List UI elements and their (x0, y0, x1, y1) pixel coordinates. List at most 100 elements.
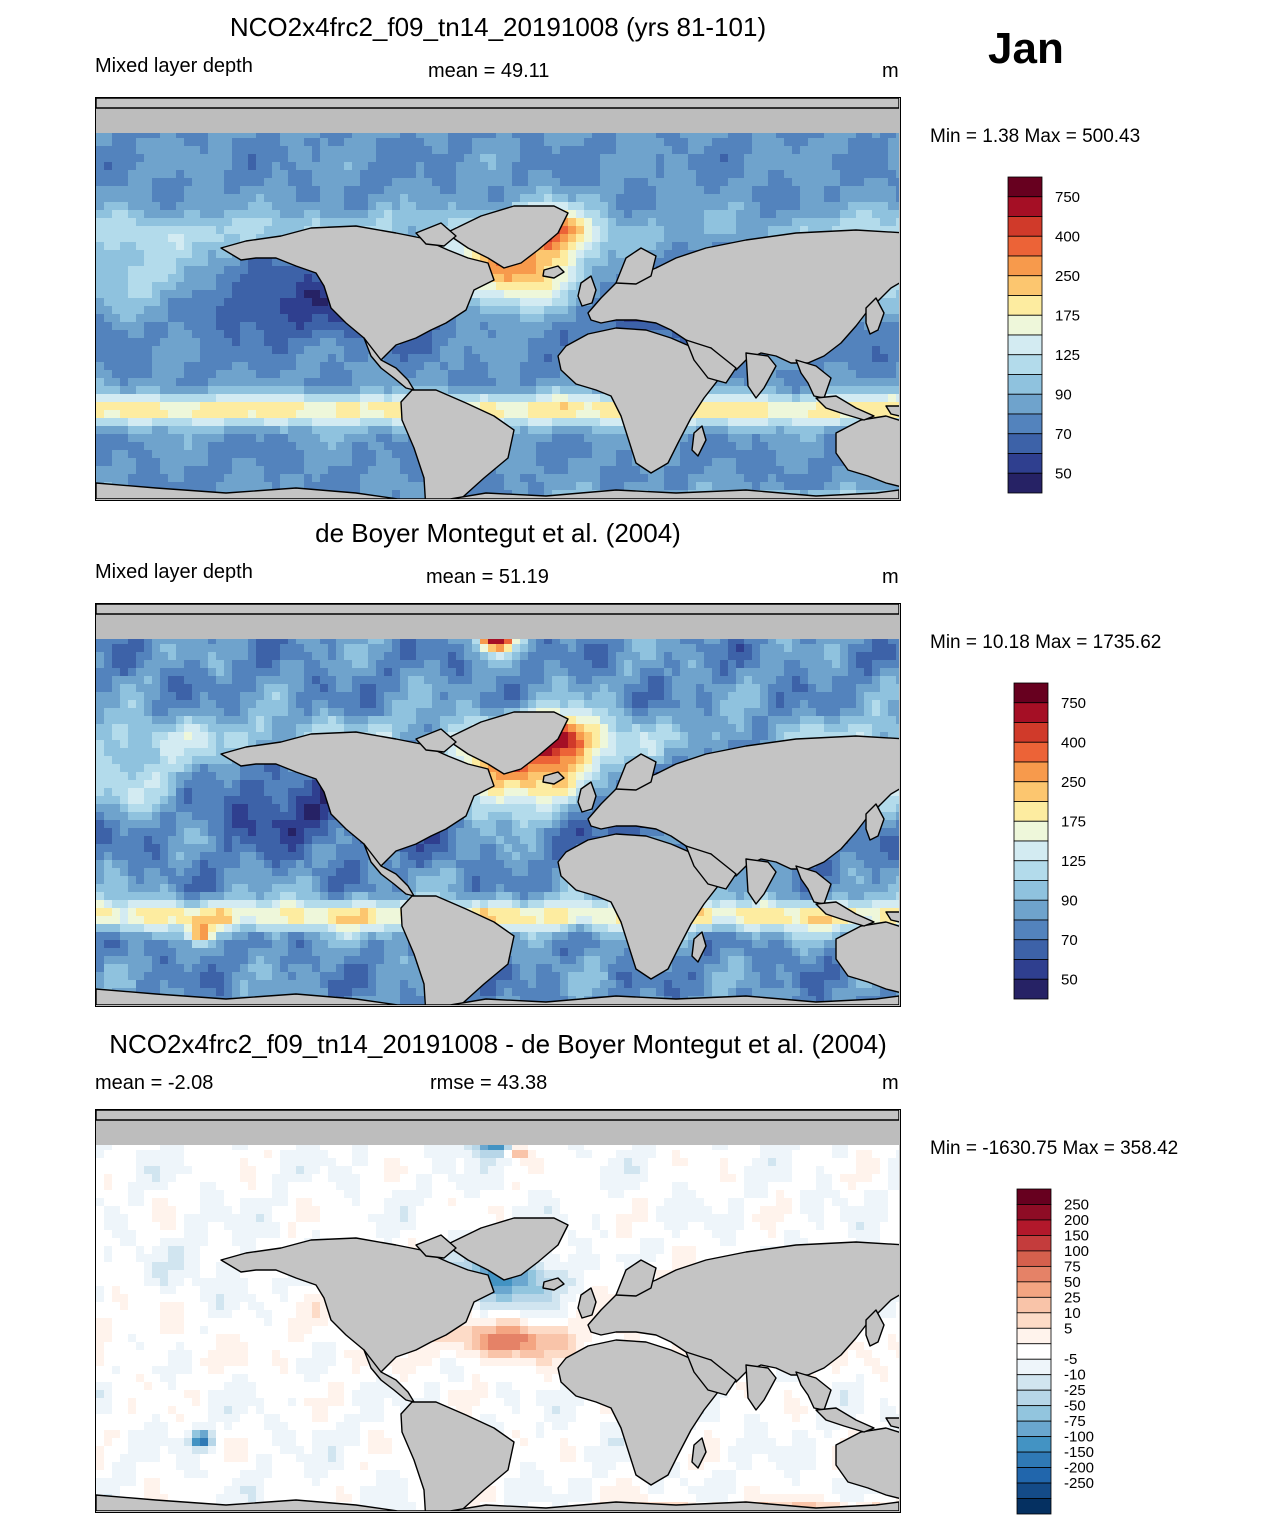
land-japan (865, 297, 885, 335)
colorbar-swatch (1016, 1420, 1052, 1438)
land-uk (577, 781, 597, 813)
land-samerica (400, 1401, 515, 1511)
colorbar-swatch (1013, 899, 1049, 921)
colorbar-swatch (1013, 939, 1049, 960)
land-scandinavia (615, 753, 657, 791)
colorbar-swatch (1016, 1204, 1052, 1221)
colorbar-tick-label: 400 (1061, 734, 1086, 751)
colorbar-swatch (1013, 840, 1049, 862)
land-eurasia (587, 735, 899, 877)
panel-2-title: de Boyer Montegut et al. (2004) (315, 518, 681, 548)
colorbar-tick-label: 125 (1061, 853, 1086, 870)
colorbar-tick-label: -10 (1064, 1367, 1086, 1384)
panel-1-units: m (882, 60, 899, 82)
land-india (745, 352, 777, 399)
colorbar-tick-label: 125 (1055, 347, 1080, 364)
colorbar-tick-label: 175 (1061, 813, 1086, 830)
colorbar-swatch (1016, 1235, 1052, 1252)
land-australia (835, 1427, 899, 1499)
panel-1-colorbar: 7504002501751259070503010 (1007, 176, 1080, 494)
land-india (745, 858, 777, 905)
land-newguinea (885, 911, 899, 923)
land-samerica (400, 389, 515, 499)
land-indonesia (815, 1407, 875, 1433)
panel-1-mean: mean = 49.11 (428, 60, 550, 82)
colorbar-tick-label: -25 (1064, 1382, 1086, 1399)
colorbar-tick-label: 75 (1064, 1258, 1081, 1275)
colorbar-tick-label: -250 (1064, 1475, 1094, 1492)
land-india (745, 1364, 777, 1411)
panel-2-map (95, 603, 901, 1007)
land-australia (835, 921, 899, 993)
panel-1-left-label: Mixed layer depth (95, 55, 253, 77)
colorbar-tick-label: -150 (1064, 1444, 1094, 1461)
panel-1-title: NCO2x4frc2_f09_tn14_20191008 (yrs 81-101… (229, 12, 767, 42)
land-eurasia (587, 229, 899, 371)
panel-1-map (95, 97, 901, 501)
colorbar-tick-label: -100 (1064, 1429, 1094, 1446)
land-iceland (542, 265, 565, 279)
land-arabia (685, 339, 737, 384)
panel-2-left-label: Mixed layer depth (95, 561, 253, 583)
land-greenland (445, 1217, 569, 1281)
panel-2-colorbar: 7504002501751259070503010 (1013, 682, 1086, 1000)
colorbar-swatch (1007, 275, 1043, 296)
land-baffin (415, 222, 457, 247)
panel-3-map-svg (96, 1110, 899, 1511)
colorbar-swatch (1016, 1296, 1052, 1314)
colorbar-tick-label: 200 (1064, 1212, 1089, 1229)
colorbar-tick-label: 250 (1055, 268, 1080, 285)
colorbar-tick-label: 250 (1064, 1196, 1089, 1213)
colorbar-swatch (1016, 1451, 1052, 1468)
land-namerica (220, 225, 495, 361)
land-namerica (220, 1237, 495, 1373)
panel-3-units: m (882, 1072, 899, 1094)
colorbar-tick-label: 5 (1064, 1320, 1072, 1337)
colorbar-swatch (1016, 1327, 1052, 1345)
land-iceland (542, 771, 565, 785)
colorbar-swatch (1007, 354, 1043, 375)
panel-2-minmax: Min = 10.18 Max = 1735.62 (930, 632, 1162, 653)
colorbar-swatch (1016, 1436, 1052, 1453)
panel-2-mean: mean = 51.19 (426, 566, 549, 588)
colorbar-tick-label: -5 (1064, 1351, 1077, 1368)
colorbar-swatch (1016, 1281, 1052, 1298)
colorbar-swatch (1016, 1250, 1052, 1267)
colorbar-tick-label: 90 (1061, 892, 1078, 909)
land-scandinavia (615, 247, 657, 285)
colorbar-tick-label: 50 (1055, 465, 1072, 482)
land-madagascar (691, 931, 707, 963)
colorbar-swatch (1007, 176, 1043, 198)
land-japan (865, 803, 885, 841)
panel-3-mean: mean = -2.08 (95, 1072, 214, 1094)
land-namerica (220, 731, 495, 867)
land-arabia (685, 1351, 737, 1396)
colorbar-swatch (1013, 820, 1049, 842)
land-uk (577, 1287, 597, 1319)
colorbar-swatch (1013, 801, 1049, 822)
land-baffin (415, 728, 457, 753)
colorbar-tick-label: 750 (1055, 189, 1080, 206)
colorbar-swatch (1007, 334, 1043, 356)
colorbar-tick-label: -75 (1064, 1413, 1086, 1430)
land-madagascar (691, 425, 707, 457)
colorbar-swatch (1013, 722, 1049, 743)
colorbar-tick-label: 90 (1055, 386, 1072, 403)
colorbar-swatch (1007, 255, 1043, 277)
land-australia (835, 415, 899, 487)
land-antarctica (96, 482, 899, 499)
month-label: Jan (988, 24, 1064, 73)
colorbar-swatch (1016, 1219, 1052, 1236)
land-arctic (96, 1110, 899, 1121)
land-africa (557, 833, 719, 980)
colorbar-swatch (1007, 433, 1043, 454)
colorbar-swatch (1016, 1265, 1052, 1283)
panel-2-map-svg (96, 604, 899, 1005)
colorbar-swatch (1007, 393, 1043, 415)
land-japan (865, 1309, 885, 1347)
colorbar-swatch (1013, 919, 1049, 941)
colorbar-swatch (1016, 1389, 1052, 1407)
panel-3-colorbar: 250200150100755025105-5-10-25-50-75-100-… (1016, 1188, 1094, 1515)
colorbar-swatch (1007, 472, 1043, 494)
colorbar-swatch (1016, 1498, 1052, 1515)
